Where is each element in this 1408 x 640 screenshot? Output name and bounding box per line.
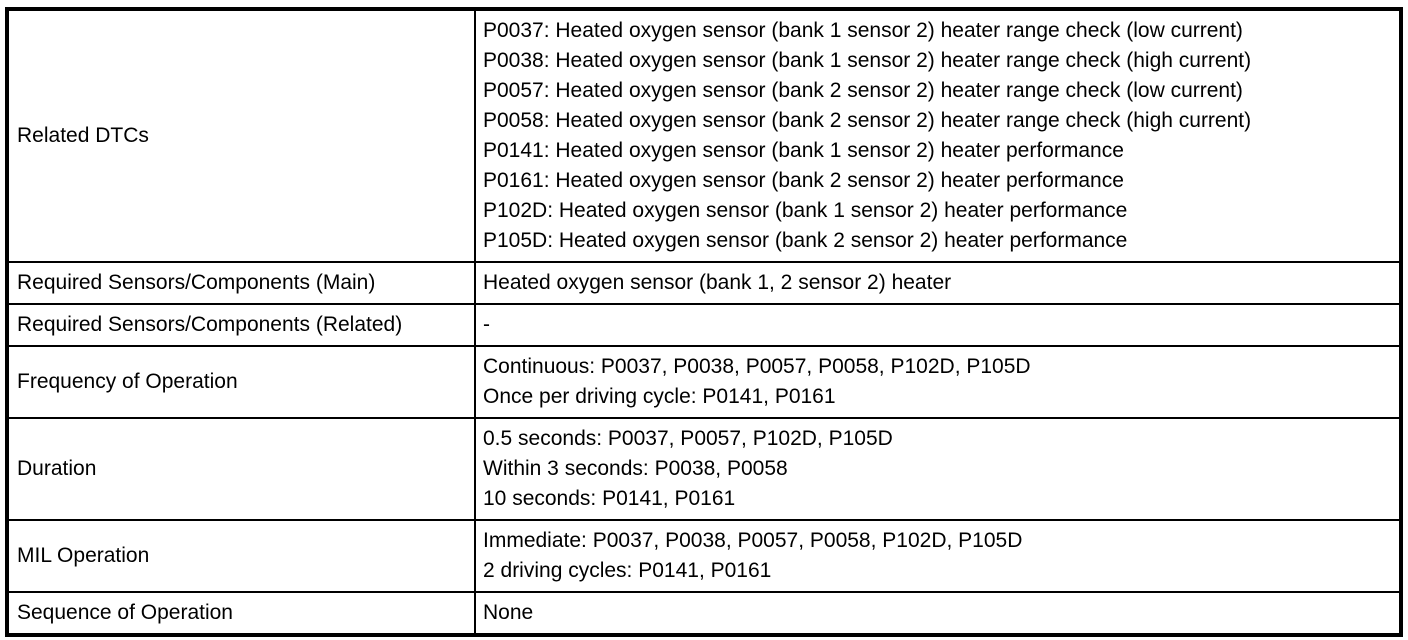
cell-line: P0141: Heated oxygen sensor (bank 1 sens… [483, 139, 1124, 162]
cell-line: Heated oxygen sensor (bank 1, 2 sensor 2… [483, 271, 952, 294]
cell-line: P0038: Heated oxygen sensor (bank 1 sens… [483, 49, 1252, 72]
row-value: Continuous: P0037, P0038, P0057, P0058, … [474, 345, 1402, 419]
cell-line: P105D: Heated oxygen sensor (bank 2 sens… [483, 229, 1128, 252]
row-value: 0.5 seconds: P0037, P0057, P102D, P105D W… [474, 417, 1402, 521]
row-label: Sequence of Operation [6, 591, 476, 636]
cell-line: Immediate: P0037, P0038, P0057, P0058, P… [483, 529, 1023, 552]
cell-line: P0037: Heated oxygen sensor (bank 1 sens… [483, 19, 1243, 42]
cell-line: Within 3 seconds: P0038, P0058 [483, 457, 788, 480]
cell-line: None [483, 601, 534, 624]
row-value: Immediate: P0037, P0038, P0057, P0058, P… [474, 519, 1402, 593]
row-label: Required Sensors/Components (Main) [6, 261, 476, 305]
row-value: Heated oxygen sensor (bank 1, 2 sensor 2… [474, 261, 1402, 305]
cell-line: 0.5 seconds: P0037, P0057, P102D, P105D [483, 427, 893, 450]
cell-line: P0161: Heated oxygen sensor (bank 2 sens… [483, 169, 1124, 192]
row-label: Duration [6, 417, 476, 521]
cell-line: Once per driving cycle: P0141, P0161 [483, 385, 836, 408]
dtc-info-table: Related DTCs P0037: Heated oxygen sensor … [5, 7, 1403, 637]
table-row: Required Sensors/Components (Main) Heated… [6, 261, 1402, 305]
table-row: MIL Operation Immediate: P0037, P0038, P0… [6, 519, 1402, 593]
cell-line: P102D: Heated oxygen sensor (bank 1 sens… [483, 199, 1128, 222]
table-row: Duration 0.5 seconds: P0037, P0057, P102D… [6, 417, 1402, 521]
row-label: Required Sensors/Components (Related) [6, 303, 476, 347]
row-value: P0037: Heated oxygen sensor (bank 1 sens… [474, 8, 1402, 263]
cell-line: P0057: Heated oxygen sensor (bank 2 sens… [483, 79, 1243, 102]
row-label: Related DTCs [6, 8, 476, 263]
row-value: None [474, 591, 1402, 636]
cell-line: P0058: Heated oxygen sensor (bank 2 sens… [483, 109, 1252, 132]
dtc-table-body: Related DTCs P0037: Heated oxygen sensor … [6, 8, 1402, 636]
cell-line: 10 seconds: P0141, P0161 [483, 487, 736, 510]
cell-line: Continuous: P0037, P0038, P0057, P0058, … [483, 355, 1031, 378]
table-row: Sequence of Operation None [6, 591, 1402, 636]
table-row: Related DTCs P0037: Heated oxygen sensor … [6, 8, 1402, 263]
table-row: Frequency of Operation Continuous: P0037,… [6, 345, 1402, 419]
row-label: Frequency of Operation [6, 345, 476, 419]
row-value: - [474, 303, 1402, 347]
cell-line: 2 driving cycles: P0141, P0161 [483, 559, 772, 582]
cell-line: - [483, 313, 490, 336]
row-label: MIL Operation [6, 519, 476, 593]
table-row: Required Sensors/Components (Related) - [6, 303, 1402, 347]
